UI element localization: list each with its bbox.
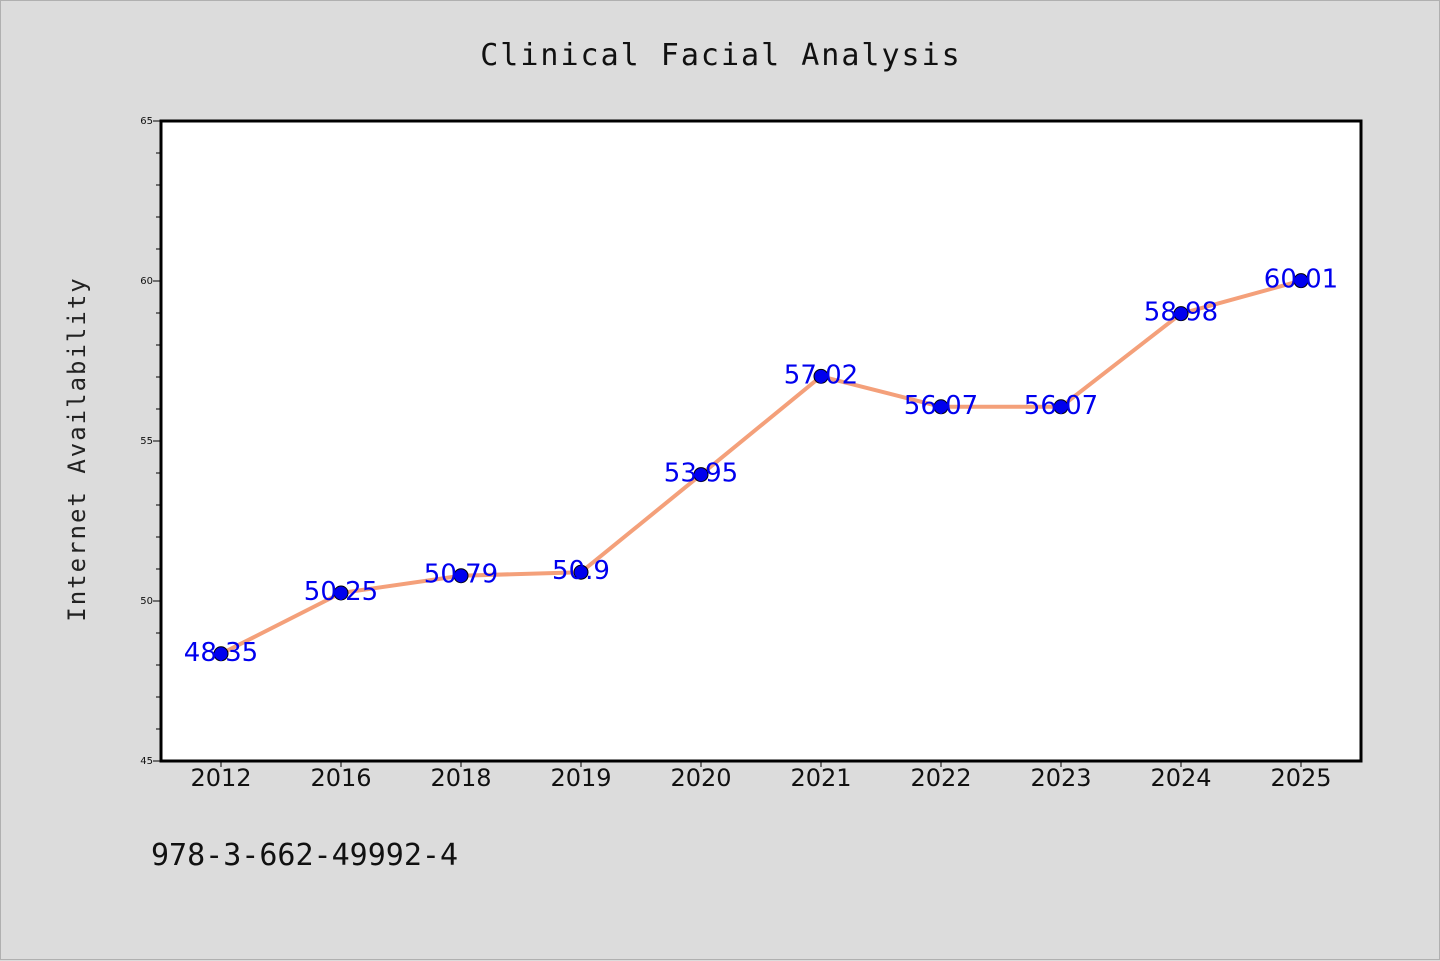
x-tick-label: 2024 xyxy=(1150,764,1211,792)
x-tick-label: 2019 xyxy=(550,764,611,792)
data-label: 60.01 xyxy=(1264,265,1338,295)
y-tick-label: 55 xyxy=(140,436,153,447)
x-axis-ticks: 2012 2016 2018 2019 2020 2021 2022 2023 2024 2025 xyxy=(190,761,1332,792)
chart-title: Clinical Facial Analysis xyxy=(480,38,961,73)
x-tick-label: 2021 xyxy=(790,764,851,792)
x-tick-label: 2016 xyxy=(310,764,371,792)
x-tick-label: 2022 xyxy=(910,764,971,792)
data-label: 56.07 xyxy=(1024,391,1098,421)
data-point xyxy=(453,568,469,584)
plot-area xyxy=(159,119,1363,763)
data-point xyxy=(1173,306,1189,322)
x-tick-label: 2020 xyxy=(670,764,731,792)
data-label: 50.79 xyxy=(424,560,498,590)
y-tick-label: 65 xyxy=(140,116,153,127)
y-tick-label: 45 xyxy=(140,756,153,767)
data-label: 48.35 xyxy=(184,638,258,668)
x-tick-label: 2012 xyxy=(190,764,251,792)
data-label: 50.9 xyxy=(552,556,610,586)
series-group xyxy=(213,273,1309,662)
y-axis-ticks: 45 50 55 60 65 xyxy=(140,116,161,767)
isbn-footnote: 978-3-662-49992-4 xyxy=(151,838,458,873)
data-label: 58.98 xyxy=(1144,298,1218,328)
data-point xyxy=(933,399,949,415)
data-label: 53.95 xyxy=(664,459,738,489)
data-label: 50.25 xyxy=(304,577,378,607)
x-tick-label: 2025 xyxy=(1270,764,1331,792)
data-point xyxy=(333,585,349,601)
data-point xyxy=(213,646,229,662)
data-point xyxy=(1053,399,1069,415)
data-point xyxy=(1293,273,1309,289)
data-labels-group: 48.35 50.25 50.79 50.9 53.95 57.02 56.07 56.07 5… xyxy=(184,265,1338,668)
y-axis-label: Internet Availability xyxy=(63,276,91,621)
data-label: 57.02 xyxy=(784,360,858,390)
data-point xyxy=(693,467,709,483)
x-tick-label: 2018 xyxy=(430,764,491,792)
data-label: 56.07 xyxy=(904,391,978,421)
data-point xyxy=(813,368,829,384)
y-tick-label: 50 xyxy=(140,596,153,607)
data-point xyxy=(573,564,589,580)
x-tick-label: 2023 xyxy=(1030,764,1091,792)
y-tick-label: 60 xyxy=(140,276,153,287)
series-line xyxy=(219,278,1303,656)
